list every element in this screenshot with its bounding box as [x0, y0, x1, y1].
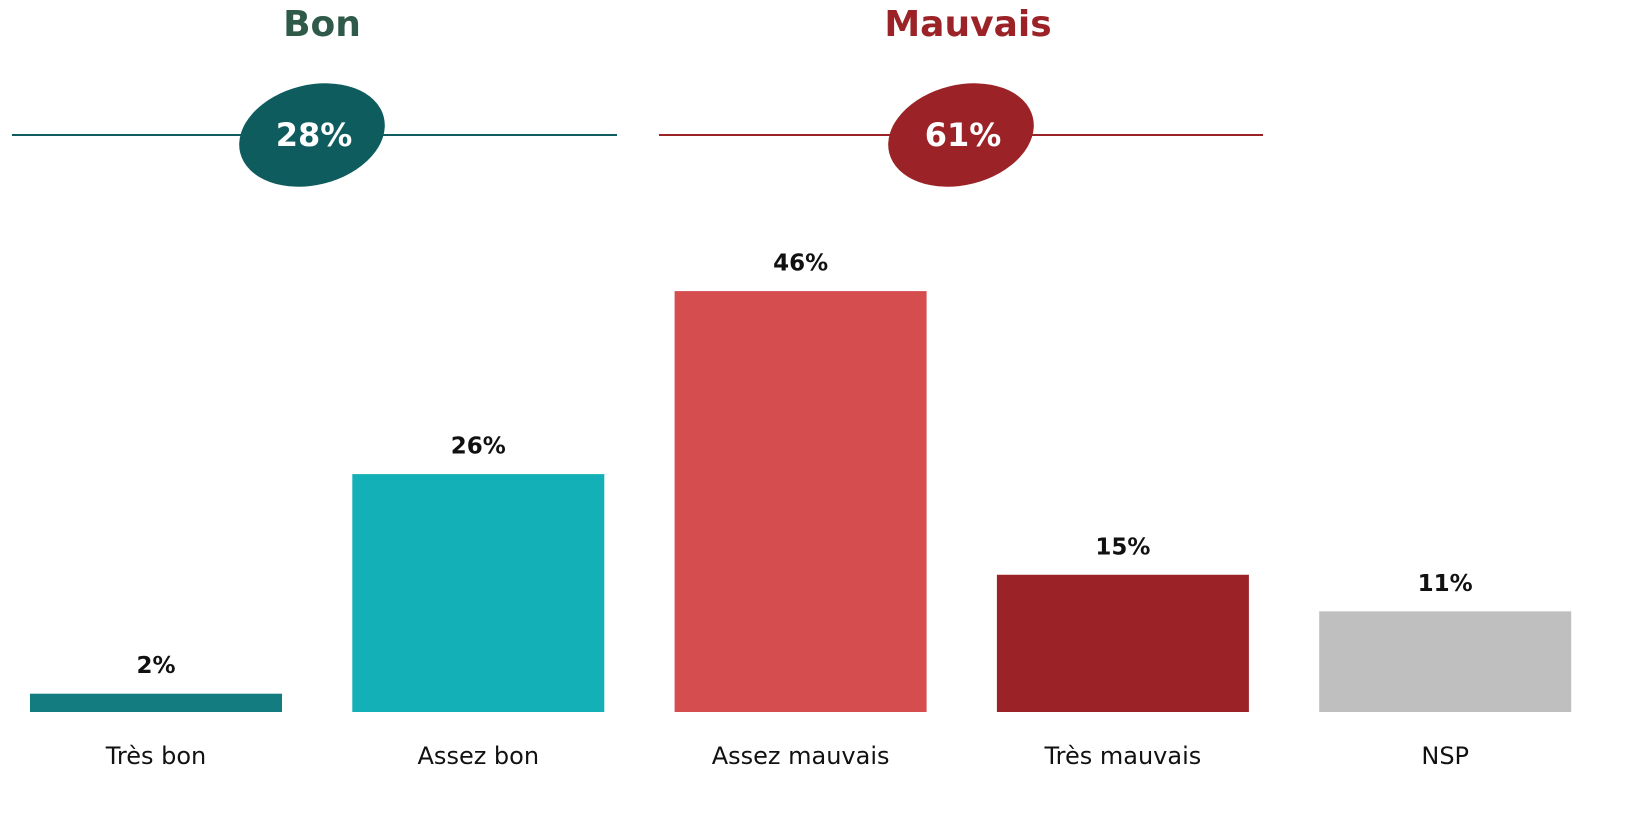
x-tick-label: Assez bon: [418, 742, 540, 770]
bar: [352, 474, 605, 712]
x-tick-label: Très mauvais: [1044, 742, 1202, 770]
value-label: 11%: [1418, 571, 1473, 597]
x-tick-label: Assez mauvais: [712, 742, 890, 770]
group-title: Bon: [283, 4, 361, 45]
bar: [1319, 611, 1572, 712]
value-label: 26%: [451, 434, 506, 460]
bar: [996, 574, 1249, 712]
x-tick-label: NSP: [1421, 742, 1469, 770]
group-badge: [239, 83, 385, 187]
x-tick-label: Très bon: [105, 742, 207, 770]
group-title: Mauvais: [884, 4, 1051, 45]
group-value: 61%: [925, 116, 1002, 154]
group-value: 28%: [276, 116, 353, 154]
group-badge: [888, 83, 1034, 187]
bar: [30, 693, 282, 712]
value-label: 2%: [136, 653, 175, 679]
value-label: 46%: [773, 251, 828, 277]
value-label: 15%: [1095, 534, 1150, 560]
bar: [674, 291, 927, 712]
